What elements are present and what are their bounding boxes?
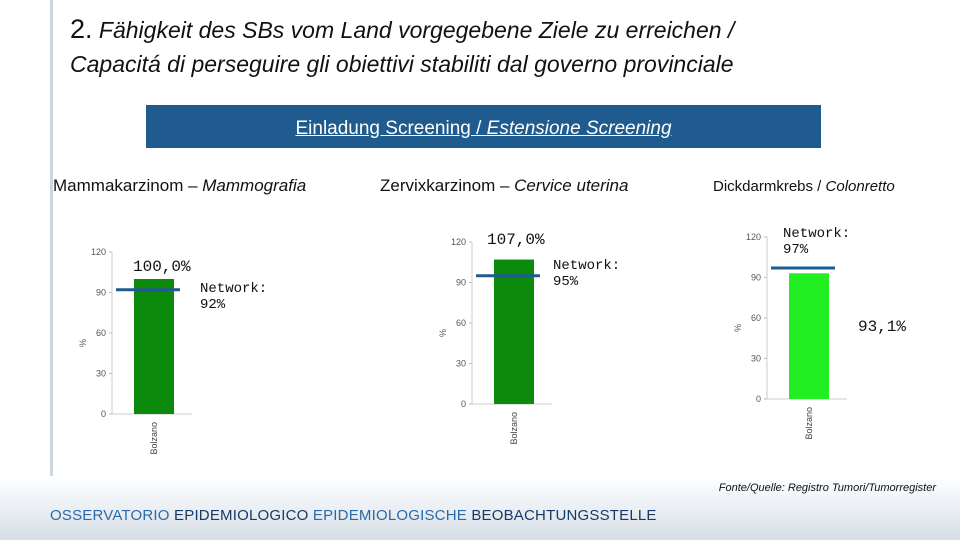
value-label-mammography: 100,0% xyxy=(133,258,191,276)
banner-text-de: Einladung Screening / xyxy=(295,118,487,139)
title-number: 2. xyxy=(70,14,93,44)
footer-organization: OSSERVATORIO EPIDEMIOLOGICO EPIDEMIOLOGI… xyxy=(50,507,657,524)
chart-colorectal: % 0 30 60 90 120 Bolzano xyxy=(725,225,865,455)
value-label-colorectal: 93,1% xyxy=(858,318,907,336)
column-heading-cervix: Zervixkarzinom – Cervice uterina xyxy=(380,176,628,196)
column-heading-colorectal: Dickdarmkrebs / Colonretto xyxy=(713,178,895,195)
left-vertical-rule xyxy=(50,0,53,478)
y-tick-label: 90 xyxy=(751,273,761,283)
y-tick-label: 120 xyxy=(451,237,466,247)
network-label-mammography: Network: 92% xyxy=(200,281,268,313)
chart-colorectal-svg: % 0 30 60 90 120 Bolzano xyxy=(733,232,847,440)
banner-text-it: Estensione Screening xyxy=(486,118,672,139)
column-heading-de: Mammakarzinom – xyxy=(53,176,203,195)
y-tick-label: 120 xyxy=(91,247,106,257)
y-tick-label: 0 xyxy=(101,409,106,419)
chart-mammography-svg: % 0 30 60 90 120 Bolzano xyxy=(78,247,192,455)
footer-word-3: EPIDEMIOLOGISCHE xyxy=(312,507,472,524)
bar-bolzano xyxy=(789,273,829,399)
y-tick-label: 60 xyxy=(751,313,761,323)
y-tick-label: 120 xyxy=(746,232,761,242)
title-line-1: Fähigkeit des SBs vom Land vorgegebene Z… xyxy=(92,17,735,43)
y-tick-label: 0 xyxy=(461,399,466,409)
footer-word-2: EPIDEMIOLOGICO xyxy=(174,507,313,524)
value-label-cervix: 107,0% xyxy=(487,231,545,249)
y-tick-label: 30 xyxy=(96,369,106,379)
y-tick-label: 30 xyxy=(456,359,466,369)
page-title: 2. Fähigkeit des SBs vom Land vorgegeben… xyxy=(70,12,950,81)
column-heading-it: Mammografia xyxy=(202,176,307,195)
y-tick-label: 90 xyxy=(456,278,466,288)
y-tick-label: 0 xyxy=(756,394,761,404)
footer-word-4: BEOBACHTUNGSSTELLE xyxy=(471,507,657,524)
y-axis-label: % xyxy=(78,339,88,347)
network-label-cervix: Network: 95% xyxy=(553,258,621,290)
title-line-2: Capacitá di perseguire gli obiettivi sta… xyxy=(70,51,734,77)
chart-cervix: % 0 30 60 90 120 Bolzano xyxy=(430,230,570,460)
y-axis-label: % xyxy=(438,329,448,337)
column-heading-de: Dickdarmkrebs / xyxy=(713,178,826,195)
chart-mammography: % 0 30 60 90 120 Bolzano xyxy=(70,240,210,470)
screening-banner: Einladung Screening / Estensione Screeni… xyxy=(146,105,821,148)
column-heading-it: Cervice uterina xyxy=(514,176,629,195)
footer-word-1: OSSERVATORIO xyxy=(50,507,175,524)
source-note: Fonte/Quelle: Registro Tumori/Tumorregis… xyxy=(718,482,936,494)
x-category-label: Bolzano xyxy=(149,422,159,455)
column-heading-mammography: Mammakarzinom – Mammografia xyxy=(53,176,306,196)
column-heading-it: Colonretto xyxy=(825,178,895,195)
y-tick-label: 60 xyxy=(96,328,106,338)
chart-cervix-svg: % 0 30 60 90 120 Bolzano xyxy=(438,237,552,445)
y-tick-label: 90 xyxy=(96,288,106,298)
bar-bolzano xyxy=(134,279,174,414)
y-axis-label: % xyxy=(733,324,743,332)
y-tick-label: 60 xyxy=(456,318,466,328)
x-category-label: Bolzano xyxy=(509,412,519,445)
bar-bolzano xyxy=(494,259,534,404)
footer-band xyxy=(0,476,960,540)
x-category-label: Bolzano xyxy=(804,407,814,440)
network-label-colorectal: Network: 97% xyxy=(783,226,851,258)
column-heading-de: Zervixkarzinom – xyxy=(380,176,515,195)
y-tick-label: 30 xyxy=(751,354,761,364)
